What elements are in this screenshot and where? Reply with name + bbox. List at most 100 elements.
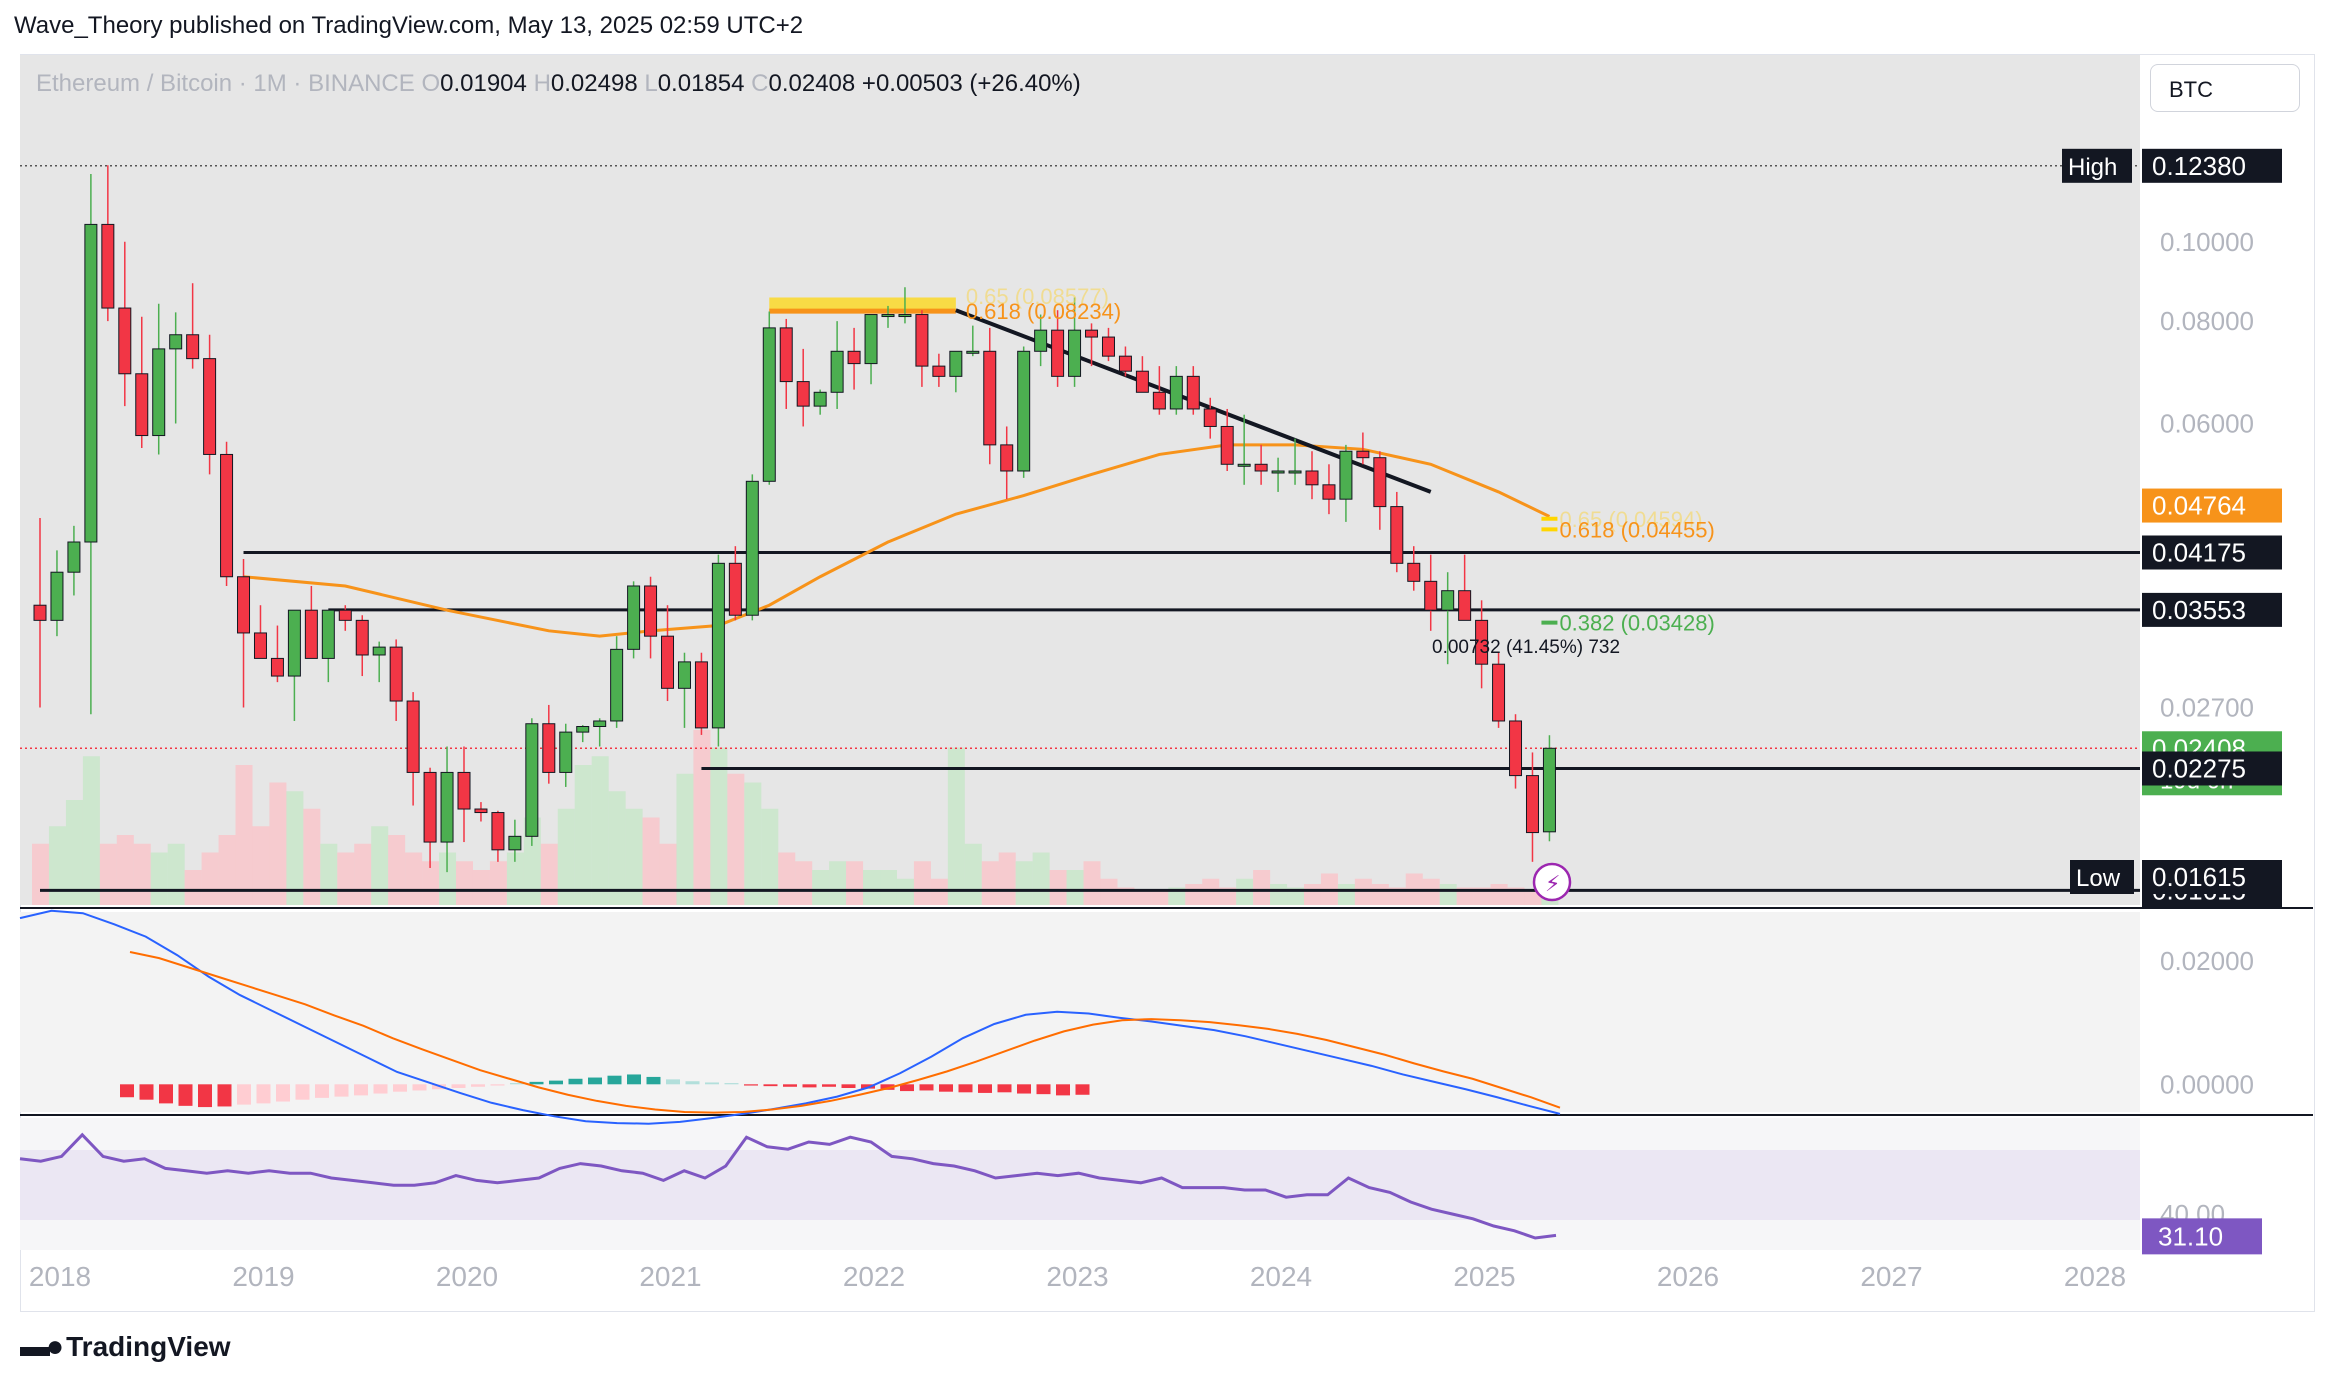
candle-body xyxy=(491,812,505,851)
candle-body xyxy=(593,720,607,728)
macd-histogram-bar xyxy=(997,1084,1012,1093)
volume-bar xyxy=(303,808,321,905)
candle-body xyxy=(186,334,200,360)
macd-histogram-bar xyxy=(783,1084,797,1087)
price-tag-bg xyxy=(2142,860,2282,894)
macd-histogram-bar xyxy=(198,1084,212,1108)
volume-bar xyxy=(167,843,185,905)
candle-body xyxy=(1220,425,1234,465)
candle-body xyxy=(864,314,878,365)
macd-histogram-bar xyxy=(393,1084,407,1092)
candle-body xyxy=(1271,470,1285,474)
volume-bar xyxy=(913,861,931,905)
volume-bar xyxy=(116,835,134,905)
volume-bar xyxy=(489,861,507,905)
macd-histogram-bar xyxy=(958,1084,973,1093)
macd-histogram-bar xyxy=(588,1077,602,1085)
tradingview-logo[interactable]: ▬● TradingView xyxy=(20,1330,231,1364)
candle-body xyxy=(1424,580,1438,611)
candle-body xyxy=(983,350,997,446)
high-label: H xyxy=(533,70,551,97)
volume-bar xyxy=(1490,884,1508,905)
candle-body xyxy=(287,609,301,677)
volume-bar xyxy=(1066,870,1084,905)
volume-bar xyxy=(456,861,473,905)
macd-histogram-bar xyxy=(373,1084,388,1094)
candle-body xyxy=(1492,663,1506,722)
macd-histogram-bar xyxy=(568,1078,583,1085)
candle-body xyxy=(1542,747,1556,833)
rsi-line xyxy=(19,1132,1557,1240)
macd-histogram-bar xyxy=(822,1084,836,1087)
volume-bar xyxy=(1015,861,1033,905)
macd-histogram-bar xyxy=(646,1076,661,1085)
volume-bar xyxy=(1185,884,1203,905)
candle-body xyxy=(1305,470,1319,486)
macd-histogram-bar xyxy=(724,1083,739,1085)
macd-histogram-bar xyxy=(978,1084,992,1093)
price-tag-label: 0.03553 xyxy=(2152,595,2246,625)
measure-label: 0.00732 (41.45%) 732 xyxy=(1432,637,1620,658)
candle-body xyxy=(762,327,776,482)
volume-bar xyxy=(812,870,830,905)
volume-bar xyxy=(778,852,796,905)
candle-body xyxy=(966,350,980,354)
candle-body xyxy=(406,700,420,773)
brand-label: TradingView xyxy=(66,1331,231,1362)
macd-histogram-bar xyxy=(802,1084,817,1088)
y-tick-label: 0.06000 xyxy=(2160,408,2254,438)
price-tag-bg xyxy=(2142,535,2282,570)
candle-body xyxy=(321,609,335,659)
currency-button[interactable]: BTC xyxy=(2150,64,2300,112)
symbol-label[interactable]: Ethereum / Bitcoin · 1M · BINANCE xyxy=(36,70,415,97)
candle-body xyxy=(372,646,386,656)
macd-histogram-bar xyxy=(763,1084,778,1087)
volume-bar xyxy=(1253,870,1271,905)
candle-body xyxy=(33,604,47,621)
candle-body xyxy=(779,327,793,383)
volume-bar xyxy=(557,808,575,905)
x-tick-label: 2025 xyxy=(1453,1261,1515,1292)
volume-bar xyxy=(863,870,881,905)
macd-histogram-bar xyxy=(334,1084,349,1097)
volume-bar xyxy=(65,800,83,905)
x-tick-label: 2020 xyxy=(436,1261,498,1292)
volume-bar xyxy=(1304,884,1321,905)
candle-body xyxy=(813,391,827,407)
fib-zone-upper xyxy=(769,297,956,312)
low-value: 0.01854 xyxy=(657,70,745,97)
volume-bar xyxy=(1439,884,1457,905)
macd-histogram-bar xyxy=(666,1079,680,1085)
candle-body xyxy=(711,562,725,729)
volume-bar xyxy=(1134,891,1152,905)
candle-body xyxy=(237,576,251,634)
candle-body xyxy=(932,365,946,377)
candle-body xyxy=(135,373,149,437)
volume-bar xyxy=(523,817,541,905)
volume-bar xyxy=(1032,852,1050,905)
high-price-tag-bg xyxy=(2142,148,2282,183)
macd-histogram-bar xyxy=(744,1084,758,1086)
volume-bar xyxy=(880,870,897,905)
candle-body xyxy=(355,619,369,656)
publisher-line: Wave_Theory published on TradingView.com… xyxy=(14,12,804,39)
candle-body xyxy=(1458,590,1472,621)
volume-bar xyxy=(1524,891,1542,905)
candle-body xyxy=(627,585,641,650)
candle-body xyxy=(1034,329,1048,352)
macd-histogram-bar xyxy=(919,1084,934,1091)
volume-bar xyxy=(472,870,490,905)
macd-histogram-bar xyxy=(159,1084,173,1104)
volume-bar xyxy=(388,835,406,905)
candle-body xyxy=(474,808,488,814)
candle-body xyxy=(1118,355,1132,372)
lightning-icon xyxy=(1532,862,1572,902)
macd-histogram-bar xyxy=(880,1084,895,1090)
volume-bar xyxy=(676,773,694,905)
volume-bar xyxy=(99,843,117,905)
open-value: 0.01904 xyxy=(440,70,527,97)
x-tick-label: 2026 xyxy=(1657,1261,1719,1292)
high-value: 0.02498 xyxy=(550,70,638,97)
y-tick-label: 0.02700 xyxy=(2160,693,2254,723)
